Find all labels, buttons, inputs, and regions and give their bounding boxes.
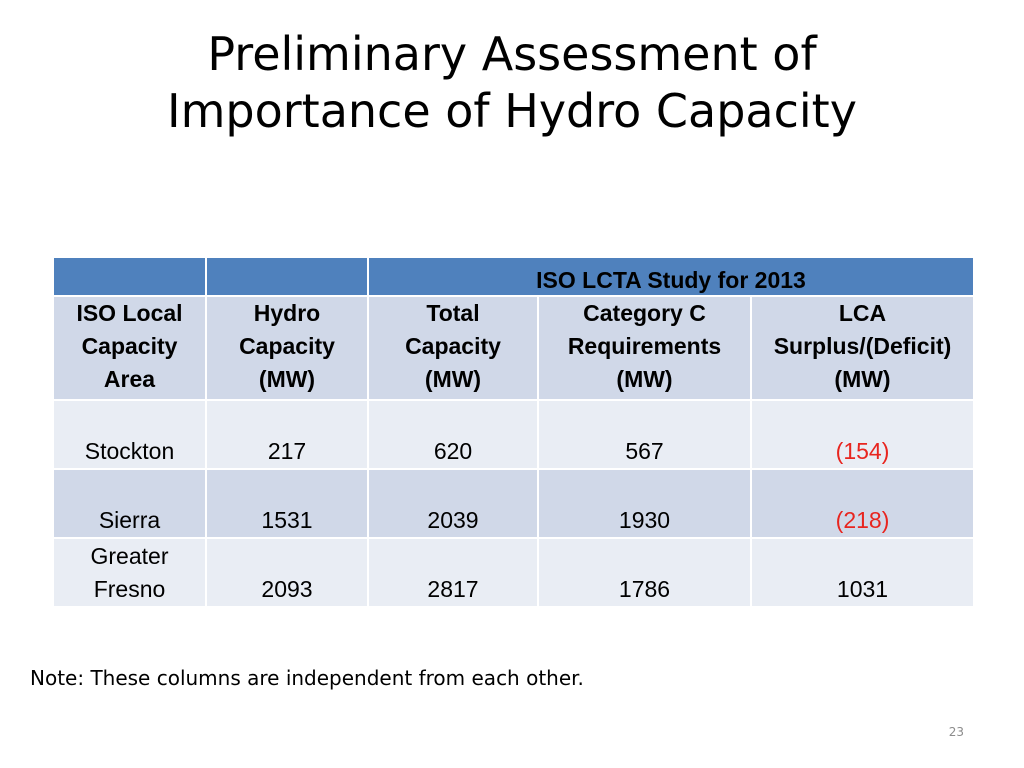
- slide-title: Preliminary Assessment of Importance of …: [0, 26, 1024, 140]
- cell-lca-deficit: (218): [749, 468, 976, 539]
- header-line: Surplus/(Deficit): [773, 333, 952, 359]
- title-line-2: Importance of Hydro Capacity: [167, 84, 857, 138]
- area-line: Fresno: [93, 576, 166, 602]
- cell-hydro: 1531: [205, 468, 369, 539]
- area-line: Greater: [90, 543, 169, 569]
- cell-lca-deficit: (154): [749, 399, 976, 470]
- cell-lca-surplus: 1031: [749, 537, 976, 608]
- cell-category-c: 1930: [537, 468, 752, 539]
- cell-total: 2039: [367, 468, 539, 539]
- table-row: Greater Fresno 2093 2817 1786 1031: [52, 537, 976, 608]
- table-row: Stockton 217 620 567 (154): [52, 399, 976, 470]
- cell-total: 620: [367, 399, 539, 470]
- cell-area: Greater Fresno: [52, 537, 207, 608]
- cell-area: Sierra: [52, 468, 207, 539]
- header-line: Category C: [583, 300, 706, 326]
- lca-table: ISO LCTA Study for 2013 ISO Local Capaci…: [52, 256, 976, 608]
- column-header-category-c: Category C Requirements (MW): [537, 295, 752, 401]
- header-line: Capacity: [81, 333, 178, 359]
- column-header-total: Total Capacity (MW): [367, 295, 539, 401]
- header-line: Hydro: [253, 300, 321, 326]
- table-column-header-row: ISO Local Capacity Area Hydro Capacity (…: [52, 295, 976, 401]
- column-header-lca: LCA Surplus/(Deficit) (MW): [749, 295, 976, 401]
- footnote: Note: These columns are independent from…: [30, 666, 584, 690]
- study-group-header: ISO LCTA Study for 2013: [366, 256, 976, 297]
- table-header-empty-cell: [205, 256, 369, 297]
- header-line: ISO Local: [76, 300, 183, 326]
- header-line: (MW): [258, 366, 316, 392]
- area-line: Sierra: [98, 507, 161, 533]
- header-line: Capacity: [239, 333, 335, 359]
- title-line-1: Preliminary Assessment of: [207, 27, 817, 81]
- area-line: Stockton: [84, 438, 175, 464]
- header-line: (MW): [424, 366, 482, 392]
- header-line: Total: [426, 300, 480, 326]
- header-line: LCA: [838, 300, 887, 326]
- column-header-area: ISO Local Capacity Area: [52, 295, 207, 401]
- table-group-header-row: ISO LCTA Study for 2013: [52, 256, 976, 297]
- cell-hydro: 217: [205, 399, 369, 470]
- header-line: Area: [103, 366, 156, 392]
- header-line: (MW): [834, 366, 891, 392]
- cell-category-c: 1786: [537, 537, 752, 608]
- cell-hydro: 2093: [205, 537, 369, 608]
- cell-total: 2817: [367, 537, 539, 608]
- header-line: Capacity: [405, 333, 501, 359]
- header-line: (MW): [616, 366, 673, 392]
- column-header-hydro: Hydro Capacity (MW): [205, 295, 369, 401]
- page-number: 23: [948, 725, 964, 739]
- header-line: Requirements: [567, 333, 722, 359]
- cell-area: Stockton: [52, 399, 207, 470]
- cell-category-c: 567: [537, 399, 752, 470]
- table-row: Sierra 1531 2039 1930 (218): [52, 468, 976, 539]
- table-header-empty-cell: [52, 256, 207, 297]
